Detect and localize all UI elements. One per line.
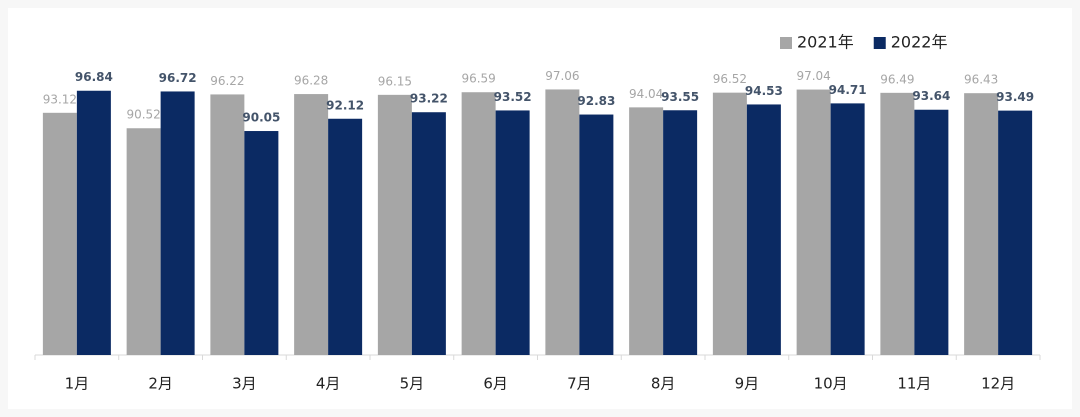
x-tick-label: 1月 [65, 375, 90, 393]
legend-label: 2021年 [797, 33, 854, 52]
data-label: 96.72 [159, 71, 197, 85]
data-label: 93.55 [661, 90, 699, 104]
x-tick-label: 10月 [814, 375, 848, 393]
data-label: 93.64 [912, 89, 950, 103]
data-label: 93.12 [43, 92, 77, 106]
data-label: 93.22 [410, 92, 448, 106]
legend-swatch [780, 37, 792, 49]
data-label: 93.49 [996, 90, 1034, 104]
bar [76, 90, 111, 355]
data-label: 92.12 [326, 98, 364, 112]
bar [461, 92, 496, 356]
bar [160, 91, 195, 355]
legend-swatch [873, 37, 886, 49]
bar [294, 94, 329, 356]
data-label: 90.52 [126, 108, 160, 122]
x-tick-label: 9月 [735, 375, 760, 393]
bar [964, 93, 999, 355]
x-tick-label: 4月 [316, 375, 341, 393]
bar [796, 89, 831, 355]
x-tick-label: 12月 [981, 375, 1015, 393]
data-label: 96.59 [461, 72, 495, 86]
bar [328, 118, 363, 355]
x-tick-label: 3月 [232, 375, 257, 393]
bar [411, 112, 446, 355]
bar [244, 131, 279, 355]
data-label: 96.22 [210, 74, 244, 88]
bar [210, 94, 245, 355]
data-label: 96.49 [880, 72, 914, 86]
x-tick-label: 7月 [567, 375, 592, 393]
bar [495, 110, 530, 355]
bar [663, 110, 698, 355]
bar [914, 109, 949, 355]
bar [126, 128, 161, 355]
bar [629, 107, 664, 355]
bar [712, 92, 747, 355]
bar [880, 92, 915, 356]
x-tick-label: 6月 [483, 375, 508, 393]
legend-label: 2022年 [891, 33, 948, 52]
x-tick-label: 5月 [400, 375, 425, 393]
bar [42, 112, 77, 355]
data-label: 96.28 [294, 74, 328, 88]
x-tick-label: 8月 [651, 375, 676, 393]
data-label: 92.83 [577, 94, 615, 108]
bar [545, 89, 580, 356]
data-label: 94.71 [829, 83, 867, 97]
bar [746, 104, 781, 356]
x-tick-label: 2月 [148, 375, 173, 393]
bar [377, 94, 412, 355]
data-label: 94.04 [629, 87, 663, 101]
data-label: 97.06 [545, 69, 579, 83]
bar [830, 103, 865, 355]
data-label: 97.04 [796, 69, 830, 83]
x-tick-label: 11月 [897, 375, 931, 393]
data-label: 96.84 [75, 70, 113, 84]
data-label: 96.52 [713, 72, 747, 86]
bar [998, 110, 1033, 356]
data-label: 94.53 [745, 84, 783, 98]
data-label: 90.05 [242, 111, 280, 125]
bar [579, 114, 614, 355]
data-label: 96.15 [378, 74, 412, 88]
data-label: 93.52 [494, 90, 532, 104]
data-label: 96.43 [964, 73, 998, 87]
